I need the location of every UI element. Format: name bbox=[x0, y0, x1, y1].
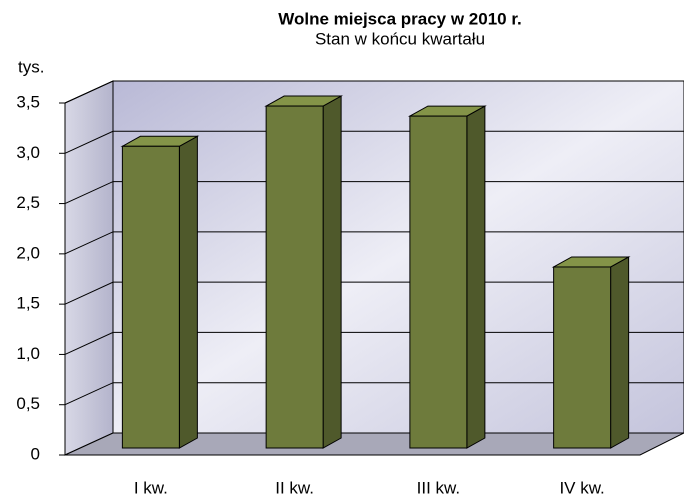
y-tick-label: 2,0 bbox=[16, 243, 40, 262]
floor bbox=[64, 432, 684, 456]
grid-line bbox=[64, 130, 684, 154]
bar-side bbox=[178, 135, 198, 449]
bar-side bbox=[610, 256, 630, 449]
y-tick-label: 3,0 bbox=[16, 143, 40, 162]
x-tick-label: I kw. bbox=[134, 478, 168, 497]
y-tick-label: 1,0 bbox=[16, 344, 40, 363]
y-tick-label: 2,5 bbox=[16, 193, 40, 212]
y-tick-label: 1,5 bbox=[16, 294, 40, 313]
bar bbox=[553, 266, 612, 449]
x-tick-label: II kw. bbox=[275, 478, 314, 497]
side-wall bbox=[64, 80, 114, 456]
grid-line bbox=[64, 281, 684, 305]
y-tick-label: 3,5 bbox=[16, 92, 40, 111]
grid-line bbox=[64, 181, 684, 205]
bar bbox=[265, 105, 324, 449]
y-tick-label: 0,5 bbox=[16, 394, 40, 413]
grid-line bbox=[64, 231, 684, 255]
grid-line bbox=[64, 331, 684, 355]
y-axis-label: tys. bbox=[18, 57, 44, 76]
y-tick-label: 0 bbox=[31, 444, 40, 463]
x-tick-label: IV kw. bbox=[559, 478, 604, 497]
bar-side bbox=[466, 105, 486, 449]
grid-line bbox=[64, 80, 684, 104]
bar-side bbox=[322, 95, 342, 449]
bar bbox=[121, 145, 180, 449]
chart-subtitle: Stan w końcu kwartału bbox=[315, 29, 485, 48]
bar bbox=[409, 115, 468, 449]
grid-line bbox=[64, 382, 684, 406]
chart-title: Wolne miejsca pracy w 2010 r. bbox=[278, 9, 522, 28]
x-tick-label: III kw. bbox=[417, 478, 460, 497]
